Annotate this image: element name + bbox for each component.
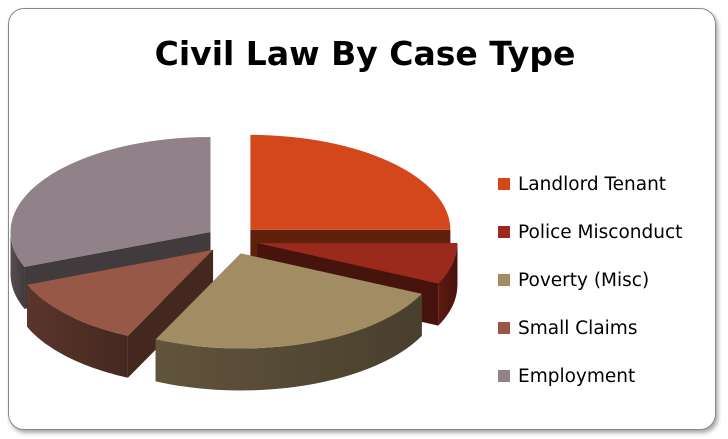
legend-swatch <box>498 178 510 190</box>
legend-label: Landlord Tenant <box>518 173 667 195</box>
slice-outer-wall <box>155 293 422 391</box>
legend-label: Employment <box>518 365 636 387</box>
legend-label: Poverty (Misc) <box>518 269 650 291</box>
legend-swatch <box>498 322 510 334</box>
chart-legend: Landlord Tenant Police Misconduct Poverty … <box>498 160 682 400</box>
slice-top-face <box>10 136 211 267</box>
slice-top-face <box>27 249 214 336</box>
legend-label: Police Misconduct <box>518 221 683 243</box>
legend-item-police-misconduct: Police Misconduct <box>498 208 682 256</box>
legend-item-poverty-misc: Poverty (Misc) <box>498 256 682 304</box>
legend-item-small-claims: Small Claims <box>498 304 682 352</box>
legend-label: Small Claims <box>518 317 638 339</box>
slice-outer-wall <box>27 284 128 378</box>
slice-top-face <box>250 134 451 230</box>
slice-top-face <box>257 243 458 284</box>
legend-item-employment: Employment <box>498 352 682 400</box>
chart-title: Civil Law By Case Type <box>154 34 576 73</box>
legend-swatch <box>498 274 510 286</box>
legend-swatch <box>498 226 510 238</box>
pie-slice-poverty-misc <box>155 253 422 391</box>
slice-outer-wall <box>438 243 458 326</box>
pie-slice-small-claims <box>27 249 214 378</box>
legend-swatch <box>498 370 510 382</box>
slice-top-face <box>155 253 422 349</box>
slice-outer-wall <box>10 231 25 309</box>
legend-item-landlord-tenant: Landlord Tenant <box>498 160 682 208</box>
